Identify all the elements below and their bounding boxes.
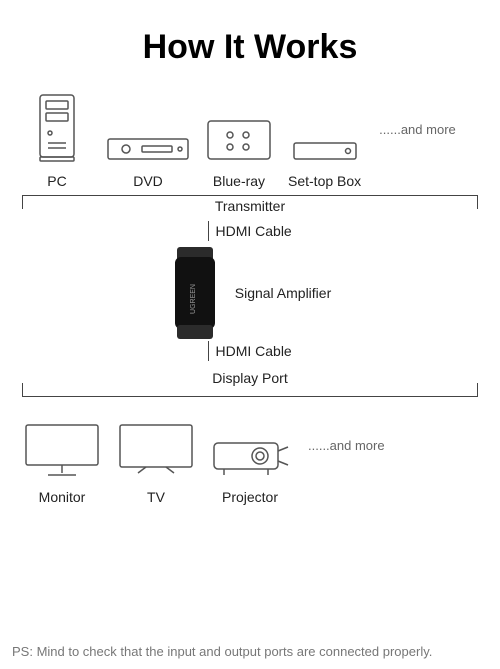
and-more-text: ......and more [308, 438, 385, 453]
footnote: PS: Mind to check that the input and out… [12, 644, 432, 659]
device-label: Projector [222, 489, 278, 505]
device-label: TV [147, 489, 165, 505]
device-label: Set-top Box [288, 173, 361, 189]
source-row: PC DVD Blue-ray [0, 93, 500, 189]
device-label: Monitor [39, 489, 86, 505]
device-settop: Set-top Box [288, 93, 361, 189]
transmitter-bracket: Transmitter [22, 195, 478, 225]
page-title: How It Works [0, 28, 500, 67]
and-more-text: ......and more [379, 122, 456, 137]
settop-icon [292, 93, 358, 163]
device-tv: TV [116, 409, 196, 505]
bracket-label: Display Port [204, 370, 295, 386]
projector-icon [210, 409, 290, 479]
device-label: DVD [133, 173, 163, 189]
amplifier-brand: UGREEN [190, 284, 197, 314]
device-pc: PC [22, 93, 92, 189]
tv-icon [116, 409, 196, 479]
device-label: PC [47, 173, 66, 189]
amplifier-label: Signal Amplifier [235, 285, 332, 301]
monitor-icon [22, 409, 102, 479]
device-label: Blue-ray [213, 173, 265, 189]
blueray-icon [206, 93, 272, 163]
device-monitor: Monitor [22, 409, 102, 505]
hdmi-bottom: HDMI Cable [0, 341, 500, 361]
amplifier-icon: UGREEN [169, 247, 221, 339]
device-blueray: Blue-ray [204, 93, 274, 189]
hdmi-label: HDMI Cable [215, 343, 291, 359]
pc-icon [36, 93, 78, 163]
device-dvd: DVD [106, 93, 190, 189]
display-row: Monitor TV Projector ......and mor [0, 409, 500, 505]
display-bracket: Display Port [22, 367, 478, 397]
amplifier-row: UGREEN Signal Amplifier [0, 247, 500, 339]
device-projector: Projector [210, 409, 290, 505]
dvd-icon [106, 93, 190, 163]
hdmi-label: HDMI Cable [215, 223, 291, 239]
bracket-label: Transmitter [207, 198, 293, 214]
